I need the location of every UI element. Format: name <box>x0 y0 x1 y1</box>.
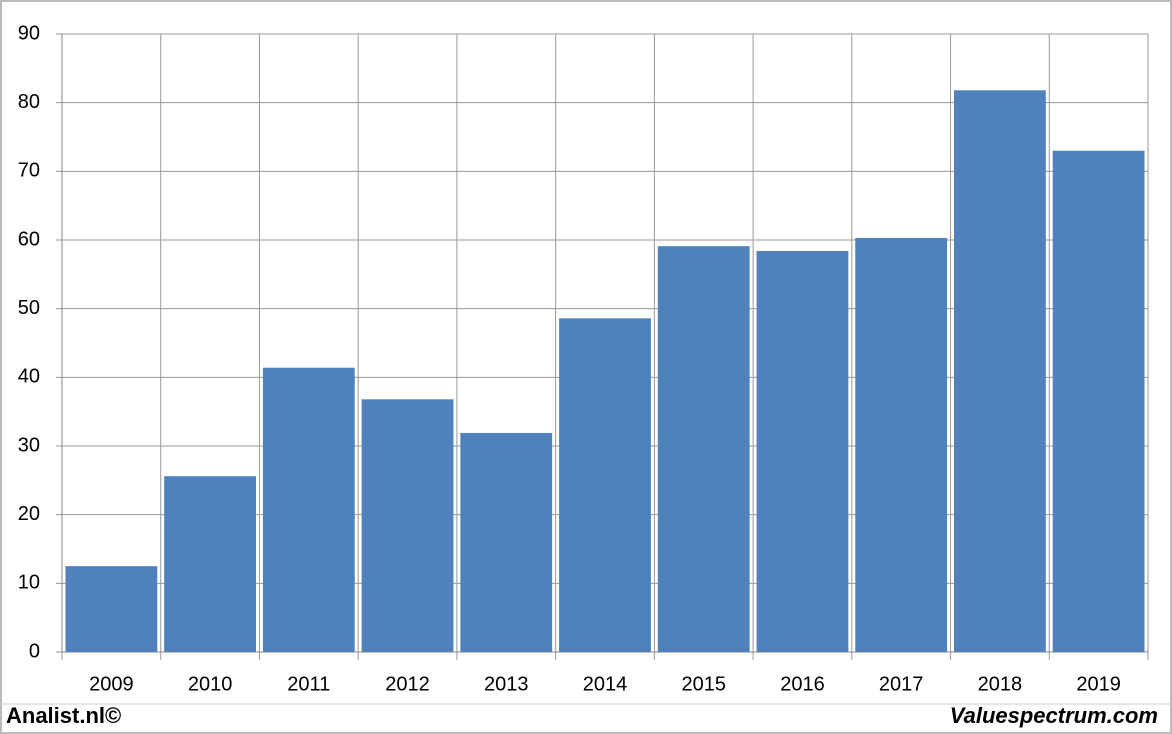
x-tick-label: 2013 <box>484 673 529 695</box>
bar <box>65 566 158 652</box>
y-tick-label: 20 <box>18 503 40 525</box>
y-tick-label: 90 <box>18 22 40 44</box>
x-tick-label: 2019 <box>1076 673 1121 695</box>
bar <box>756 250 849 652</box>
footer-right: Valuespectrum.com <box>950 703 1158 728</box>
bar <box>954 90 1046 653</box>
bar <box>855 237 948 652</box>
y-tick-label: 80 <box>18 91 40 113</box>
bar <box>164 476 256 652</box>
x-tick-label: 2018 <box>978 673 1023 695</box>
x-tick-label: 2016 <box>780 673 825 695</box>
x-tick-label: 2017 <box>879 673 924 695</box>
bar <box>1052 150 1145 652</box>
bar <box>460 432 553 652</box>
x-tick-label: 2015 <box>681 673 726 695</box>
x-tick-label: 2011 <box>287 673 330 695</box>
y-tick-label: 0 <box>29 640 40 662</box>
y-tick-label: 40 <box>18 366 40 388</box>
y-tick-label: 70 <box>18 160 40 182</box>
x-tick-label: 2014 <box>583 673 628 695</box>
bar <box>559 318 651 652</box>
x-tick-label: 2010 <box>188 673 233 695</box>
y-tick-label: 60 <box>18 228 40 250</box>
y-tick-label: 30 <box>18 434 40 456</box>
bar <box>262 367 355 652</box>
y-tick-label: 50 <box>18 297 40 319</box>
x-tick-label: 2012 <box>385 673 430 695</box>
bar <box>361 399 454 652</box>
x-tick-label: 2009 <box>89 673 134 695</box>
footer-left: Analist.nl© <box>6 703 121 728</box>
bar <box>657 246 750 652</box>
y-tick-label: 10 <box>18 572 40 594</box>
